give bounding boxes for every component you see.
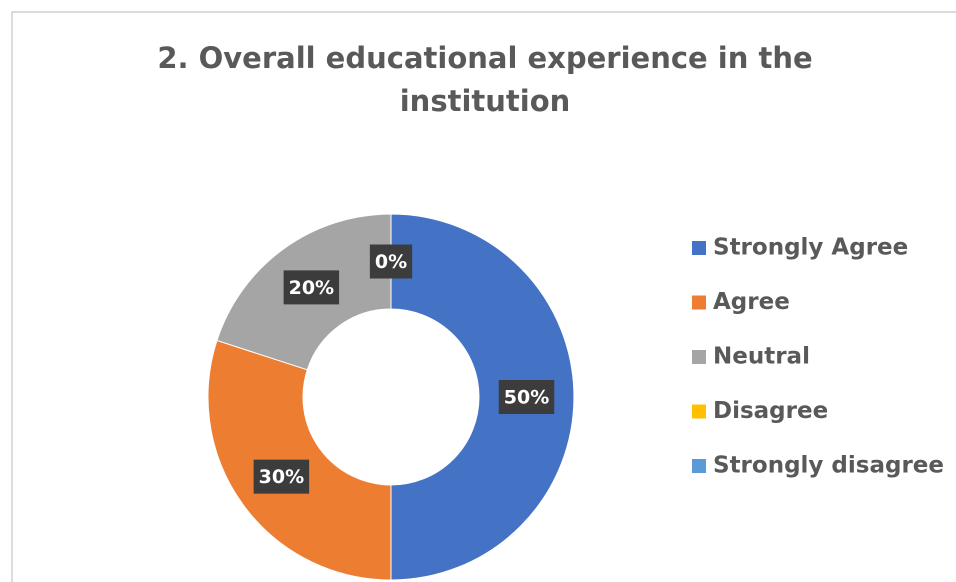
legend-swatch <box>692 459 706 473</box>
donut-slice <box>390 213 575 581</box>
value-label: 50% <box>504 387 549 409</box>
legend-label: Strongly disagree <box>713 453 944 479</box>
value-label: 30% <box>259 466 304 488</box>
value-label: 0% <box>375 251 407 273</box>
value-label-box <box>253 459 310 494</box>
value-label-box <box>369 244 413 279</box>
legend-label: Neutral <box>713 344 810 370</box>
legend-swatch <box>692 295 706 310</box>
legend-swatch <box>692 404 706 419</box>
legend-swatch <box>692 241 706 255</box>
legend-label: Agree <box>713 289 790 315</box>
chart-title: 2. Overall educational experience in the <box>157 41 812 75</box>
value-label: 20% <box>289 277 334 299</box>
value-label-box <box>283 270 340 305</box>
chart-title: institution <box>400 84 571 118</box>
value-label-box <box>498 380 555 414</box>
legend-label: Disagree <box>713 398 828 424</box>
legend-label: Strongly Agree <box>713 235 908 261</box>
legend-swatch <box>692 350 706 364</box>
